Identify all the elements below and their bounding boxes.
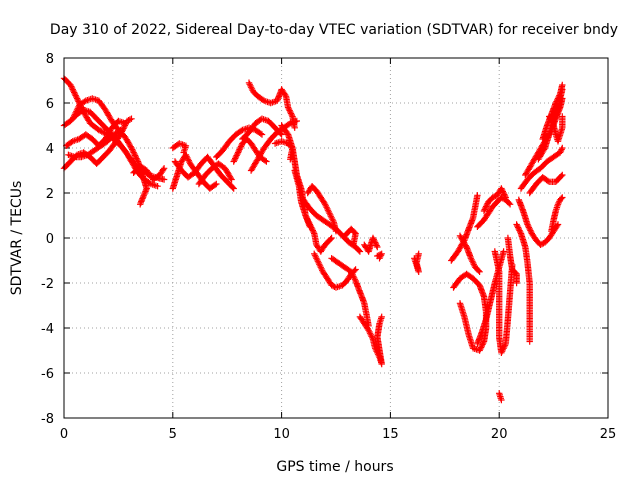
x-tick-label: 15 [382, 427, 399, 442]
axis-ticks: 0 5 10 15 20 25 -8 -6 -4 -2 0 2 4 6 8 [41, 52, 616, 442]
x-tick-label: 5 [169, 427, 177, 442]
y-tick-label: -6 [41, 367, 54, 382]
y-axis-label: SDTVAR / TECUs [9, 181, 25, 296]
data-points [60, 75, 566, 404]
y-tick-label: 2 [46, 187, 54, 202]
y-tick-label: 8 [46, 52, 54, 67]
grid [64, 58, 608, 418]
x-tick-label: 0 [60, 427, 68, 442]
y-tick-label: -2 [41, 277, 54, 292]
y-tick-label: -4 [41, 322, 54, 337]
plot-frame [63, 57, 609, 419]
y-tick-label: -8 [41, 412, 54, 427]
y-tick-label: 0 [46, 232, 54, 247]
chart-title: Day 310 of 2022, Sidereal Day-to-day VTE… [50, 22, 618, 38]
x-axis-label: GPS time / hours [276, 459, 393, 475]
x-tick-label: 20 [491, 427, 508, 442]
x-tick-label: 25 [600, 427, 617, 442]
y-tick-label: 4 [46, 142, 54, 157]
x-tick-label: 10 [273, 427, 290, 442]
y-tick-label: 6 [46, 97, 54, 112]
data-points-plus-markers [60, 75, 566, 404]
